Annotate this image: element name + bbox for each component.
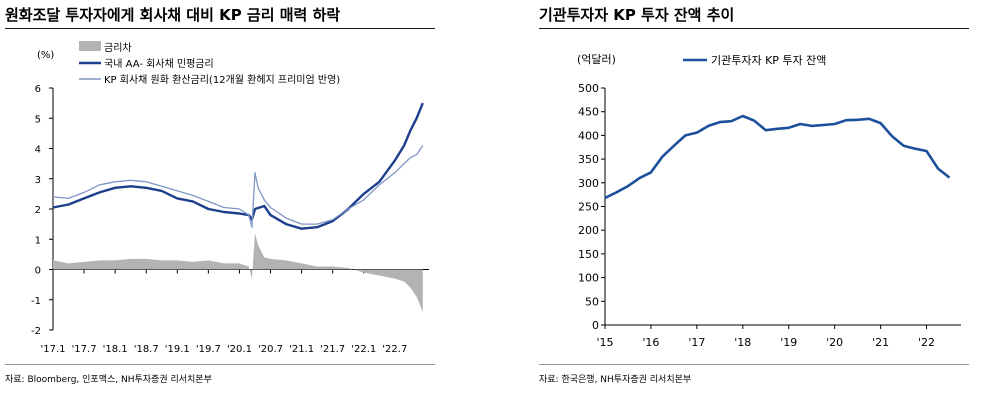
left-y-tick-label: 4 <box>35 145 41 156</box>
right-x-tick-label: '22 <box>918 336 935 349</box>
left-y-tick-label: -2 <box>31 326 41 337</box>
right-chart-title: 기관투자자 KP 투자 잔액 추이 <box>539 6 735 24</box>
left-y-tick-label: 6 <box>35 84 41 95</box>
left-x-tick-label: '20.7 <box>258 344 283 355</box>
right-legend-label: 기관투자자 KP 투자 잔액 <box>711 54 826 67</box>
right-x-tick-label: '20 <box>826 336 843 349</box>
right-y-tick-label: 200 <box>578 224 599 237</box>
left-y-tick-label: 5 <box>35 114 41 125</box>
right-y-tick-label: 350 <box>578 153 599 166</box>
left-chart-panel: 원화조달 투자자에게 회사채 대비 KP 금리 매력 하락 (%) 6 5 4 3 2 1 0… <box>5 0 435 401</box>
left-x-tick-label: '19.1 <box>165 344 190 355</box>
left-x-tick-label: '22.1 <box>351 344 376 355</box>
left-x-tick-label: '18.1 <box>103 344 128 355</box>
right-y-tick-label: 300 <box>578 177 599 190</box>
right-title-rule <box>539 28 969 29</box>
left-legend-label: 국내 AA- 회사채 민평금리 <box>104 58 214 70</box>
left-x-tick-label: '21.1 <box>289 344 314 355</box>
left-x-tick-label: '17.7 <box>72 344 97 355</box>
left-source-rule <box>5 364 435 365</box>
right-series-line-0 <box>604 114 951 200</box>
right-y-unit-label: (억달러) <box>577 53 616 66</box>
right-y-tick-label: 50 <box>585 295 599 308</box>
right-y-tick-label: 150 <box>578 248 599 261</box>
left-y-tick-label: 3 <box>35 175 41 186</box>
right-chart-panel: 기관투자자 KP 투자 잔액 추이 (억달러) 500 450 400 350 300 25… <box>539 0 969 401</box>
left-chart-source: 자료: Bloomberg, 인포맥스, NH투자증권 리서치본부 <box>5 375 212 385</box>
right-x-tick-label: '19 <box>780 336 797 349</box>
left-series-line-2 <box>52 145 424 228</box>
right-source-rule <box>539 364 969 365</box>
left-legend-label: KP 회사채 원화 환산금리(12개월 환헤지 프리미엄 반영) <box>104 74 340 86</box>
right-y-tick-label: 500 <box>578 82 599 95</box>
right-y-tick-label: 0 <box>592 319 599 332</box>
left-chart-title: 원화조달 투자자에게 회사채 대비 KP 금리 매력 하락 <box>5 6 341 24</box>
left-y-tick-label: 2 <box>35 205 41 216</box>
left-y-tick-label: -1 <box>31 296 41 307</box>
left-series-area-0 <box>53 233 423 312</box>
right-x-tick-label: '21 <box>872 336 889 349</box>
right-chart-svg: (억달러)500450400350300250200150100500'15'1… <box>577 53 961 349</box>
left-x-tick-label: '22.7 <box>382 344 407 355</box>
right-y-tick-label: 450 <box>578 106 599 119</box>
left-y-tick-label: 0 <box>35 266 41 277</box>
left-series-line-1 <box>52 102 424 230</box>
right-x-tick-label: '18 <box>734 336 751 349</box>
right-y-tick-label: 400 <box>578 129 599 142</box>
right-x-tick-label: '16 <box>642 336 659 349</box>
left-legend-label: 금리차 <box>104 42 132 54</box>
left-x-tick-label: '18.7 <box>134 344 159 355</box>
left-y-unit-label: (%) <box>37 50 54 61</box>
left-y-tick-label: 1 <box>35 235 41 246</box>
left-title-rule <box>5 28 435 29</box>
left-x-tick-label: '19.7 <box>196 344 221 355</box>
right-x-tick-label: '15 <box>596 336 613 349</box>
left-x-tick-label: '17.1 <box>40 344 65 355</box>
left-x-tick-label: '21.7 <box>320 344 345 355</box>
left-chart-svg: (%) 6 5 4 3 2 1 0 -1 -2 '17.1 '17.7 '18.1 '18.7 '19.1 '… <box>31 41 429 355</box>
right-y-tick-label: 100 <box>578 272 599 285</box>
left-legend-swatch <box>79 41 101 51</box>
right-y-tick-label: 250 <box>578 201 599 214</box>
right-chart-source: 자료: 한국은행, NH투자증권 리서치본부 <box>539 375 692 385</box>
left-x-tick-label: '20.1 <box>227 344 252 355</box>
right-x-tick-label: '17 <box>688 336 705 349</box>
